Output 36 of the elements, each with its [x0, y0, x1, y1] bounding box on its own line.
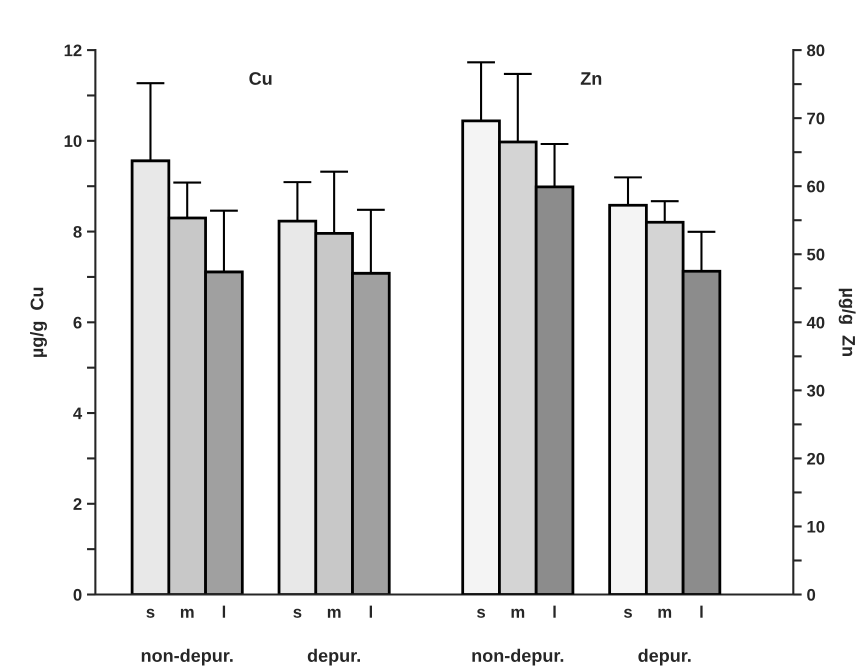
x-tick-label: m: [511, 608, 524, 618]
y-tick-label: 10: [64, 135, 82, 148]
x-tick-label: m: [328, 608, 341, 618]
y2-tick-label: 50: [807, 248, 824, 260]
text: non-depur.: [472, 648, 564, 666]
x-tick-label: m: [658, 608, 672, 618]
text: depur.: [638, 648, 691, 666]
x-tick-label: s: [624, 608, 632, 618]
y-tick-label: 2: [73, 498, 82, 510]
x-tick-label: l: [553, 606, 556, 618]
annotation: Zn: [580, 72, 602, 85]
y-tick-label: 6: [74, 316, 82, 329]
y-tick-label: 0: [74, 588, 82, 601]
x-tick-label: s: [146, 608, 154, 618]
y-tick-label: 4: [73, 408, 82, 420]
x-tick-label: m: [180, 608, 194, 618]
y2-tick-label: 70: [807, 112, 824, 124]
y2-tick-label: 20: [807, 452, 824, 465]
y2-axis-title: µg/g Zn: [838, 288, 856, 356]
y2-tick-label: 30: [806, 384, 824, 397]
y2-tick-label: 40: [806, 316, 824, 329]
text: non-depur.: [142, 648, 233, 666]
y2-tick-label: 10: [808, 520, 824, 533]
x-tick-label: s: [293, 608, 302, 618]
y2-tick-label: 60: [807, 180, 824, 192]
y2-tick-label: 0: [807, 588, 816, 601]
x-tick-label: l: [700, 606, 703, 618]
x-tick-label: l: [370, 606, 372, 618]
annotation: Cu: [249, 72, 272, 85]
x-tick-label: l: [222, 606, 226, 618]
text: depur.: [308, 648, 360, 666]
y2-tick-label: 80: [807, 44, 824, 56]
y-tick-label: 12: [64, 44, 82, 56]
x-tick-label: s: [477, 608, 486, 618]
y-tick-label: 8: [73, 226, 82, 238]
y-axis-title: µg/g Cu: [30, 288, 47, 357]
